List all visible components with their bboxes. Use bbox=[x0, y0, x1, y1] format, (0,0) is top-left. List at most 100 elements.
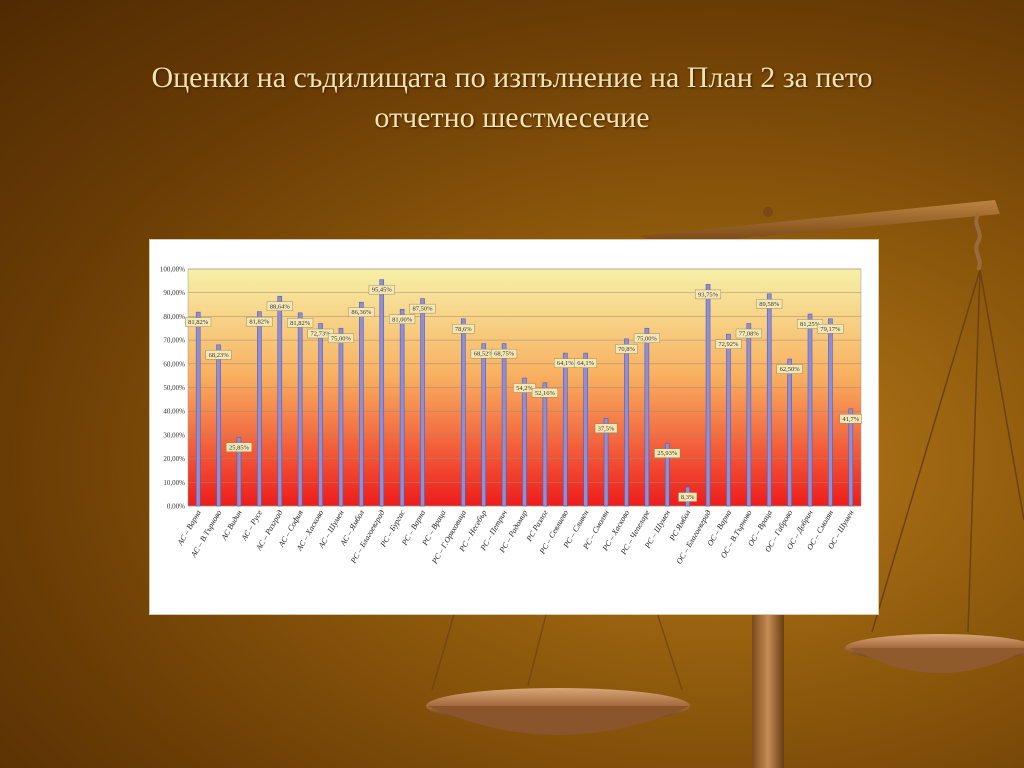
y-tick-label: 40,00% bbox=[163, 408, 185, 416]
data-label-box bbox=[225, 442, 252, 452]
data-label-box bbox=[409, 303, 436, 314]
bar bbox=[379, 279, 385, 507]
bar bbox=[522, 377, 527, 507]
data-labels: 81,82%68,23%25,85%81,82%88,64%81,82%72,7… bbox=[185, 284, 863, 502]
data-label-box bbox=[185, 317, 212, 327]
y-tick-label: 50,00% bbox=[163, 384, 185, 392]
data-label-box bbox=[735, 328, 762, 339]
data-label: 52,16% bbox=[535, 390, 556, 397]
bar bbox=[420, 298, 425, 507]
data-label-box bbox=[756, 299, 783, 309]
bar bbox=[705, 284, 711, 507]
data-label-box bbox=[513, 383, 536, 393]
data-label: 88,64% bbox=[270, 303, 291, 310]
data-label-box bbox=[839, 414, 863, 424]
bar bbox=[501, 343, 507, 507]
y-tick-label: 30,00% bbox=[163, 431, 185, 439]
bar bbox=[807, 313, 813, 507]
bar-chart: 0,00% 10,00% 20,00% 30,00% 40,00% 50,00% 60,00… bbox=[160, 266, 863, 566]
data-label: 81,82% bbox=[188, 319, 209, 326]
data-label: 81,25% bbox=[800, 321, 821, 328]
bar bbox=[787, 358, 792, 507]
data-label: 72,92% bbox=[718, 341, 739, 348]
bar bbox=[766, 293, 772, 507]
y-tick-label: 100,00% bbox=[160, 266, 185, 274]
data-label: 93,75% bbox=[698, 291, 719, 298]
data-label: 75,00% bbox=[637, 335, 658, 342]
slide-title-line-1: Оценки на съдилищата по изпълнение на Пл… bbox=[151, 61, 873, 94]
y-tick-label: 80,00% bbox=[163, 313, 185, 321]
bar bbox=[726, 333, 731, 507]
slide-title: Оценки на съдилищата по изпълнение на Пл… bbox=[60, 58, 964, 138]
data-label: 70,8% bbox=[618, 346, 635, 353]
bar bbox=[399, 308, 405, 507]
data-label: 77,08% bbox=[739, 331, 760, 338]
y-tick-label: 70,00% bbox=[163, 337, 185, 345]
data-label-box bbox=[695, 289, 722, 300]
bar bbox=[216, 344, 221, 507]
data-label-box bbox=[246, 316, 273, 327]
data-label-box bbox=[368, 284, 395, 295]
bar bbox=[297, 312, 303, 507]
data-label: 25,93% bbox=[657, 450, 678, 457]
data-label: 62,50% bbox=[780, 366, 801, 373]
bar bbox=[562, 352, 568, 507]
data-label-box bbox=[307, 328, 334, 339]
data-label: 78,6% bbox=[455, 326, 472, 333]
data-label-box bbox=[594, 423, 618, 434]
data-label-box bbox=[327, 333, 354, 343]
data-label: 95,45% bbox=[372, 287, 393, 294]
bar bbox=[481, 343, 487, 507]
bar bbox=[746, 323, 752, 507]
data-label-box bbox=[491, 348, 518, 359]
bar bbox=[277, 295, 283, 507]
bar bbox=[257, 311, 262, 507]
data-label-box bbox=[574, 358, 597, 368]
data-label: 64,1% bbox=[577, 360, 594, 367]
data-label-box bbox=[348, 307, 375, 317]
data-label: 86,36% bbox=[351, 309, 372, 316]
bar bbox=[359, 301, 364, 507]
data-label: 75,00% bbox=[331, 335, 352, 342]
data-label-box bbox=[817, 324, 844, 334]
data-label: 37,5% bbox=[598, 425, 615, 432]
data-label: 87,50% bbox=[413, 306, 434, 313]
data-label-box bbox=[452, 324, 475, 334]
data-label-box bbox=[205, 350, 232, 360]
bars bbox=[195, 279, 854, 507]
y-tick-label: 90,00% bbox=[163, 289, 185, 297]
data-label-box bbox=[715, 339, 742, 349]
y-tick-label: 0,00% bbox=[167, 503, 185, 511]
data-label-box bbox=[678, 492, 698, 502]
bar bbox=[338, 327, 344, 507]
data-label: 8,3% bbox=[681, 494, 695, 501]
data-label-box bbox=[389, 314, 416, 324]
y-tick-label: 60,00% bbox=[163, 360, 185, 368]
chart-panel: 0,00% 10,00% 20,00% 30,00% 40,00% 50,00% 60,00… bbox=[149, 239, 879, 615]
data-label: 89,58% bbox=[759, 301, 780, 308]
data-label: 81,82% bbox=[290, 320, 311, 327]
bar bbox=[542, 382, 548, 507]
data-label: 68,23% bbox=[209, 352, 230, 359]
y-tick-label: 20,00% bbox=[163, 455, 185, 463]
data-label-box bbox=[797, 319, 824, 329]
bar bbox=[624, 338, 629, 507]
data-label: 81,82% bbox=[249, 319, 270, 326]
data-label-box bbox=[266, 301, 293, 311]
data-label: 54,2% bbox=[516, 385, 533, 392]
slide-title-line-2: отчетно шестмесечие bbox=[374, 101, 650, 134]
data-label: 64,1% bbox=[557, 360, 574, 367]
data-label-box bbox=[287, 318, 314, 328]
y-tick-label: 10,00% bbox=[163, 479, 185, 487]
bar bbox=[664, 442, 670, 507]
data-label: 25,85% bbox=[229, 444, 250, 451]
data-label-box bbox=[531, 388, 558, 398]
bar bbox=[848, 408, 854, 507]
data-label: 81,00% bbox=[392, 316, 413, 323]
data-label: 79,17% bbox=[820, 326, 841, 333]
bar bbox=[236, 436, 242, 507]
bar bbox=[828, 318, 833, 507]
bar bbox=[644, 327, 650, 507]
